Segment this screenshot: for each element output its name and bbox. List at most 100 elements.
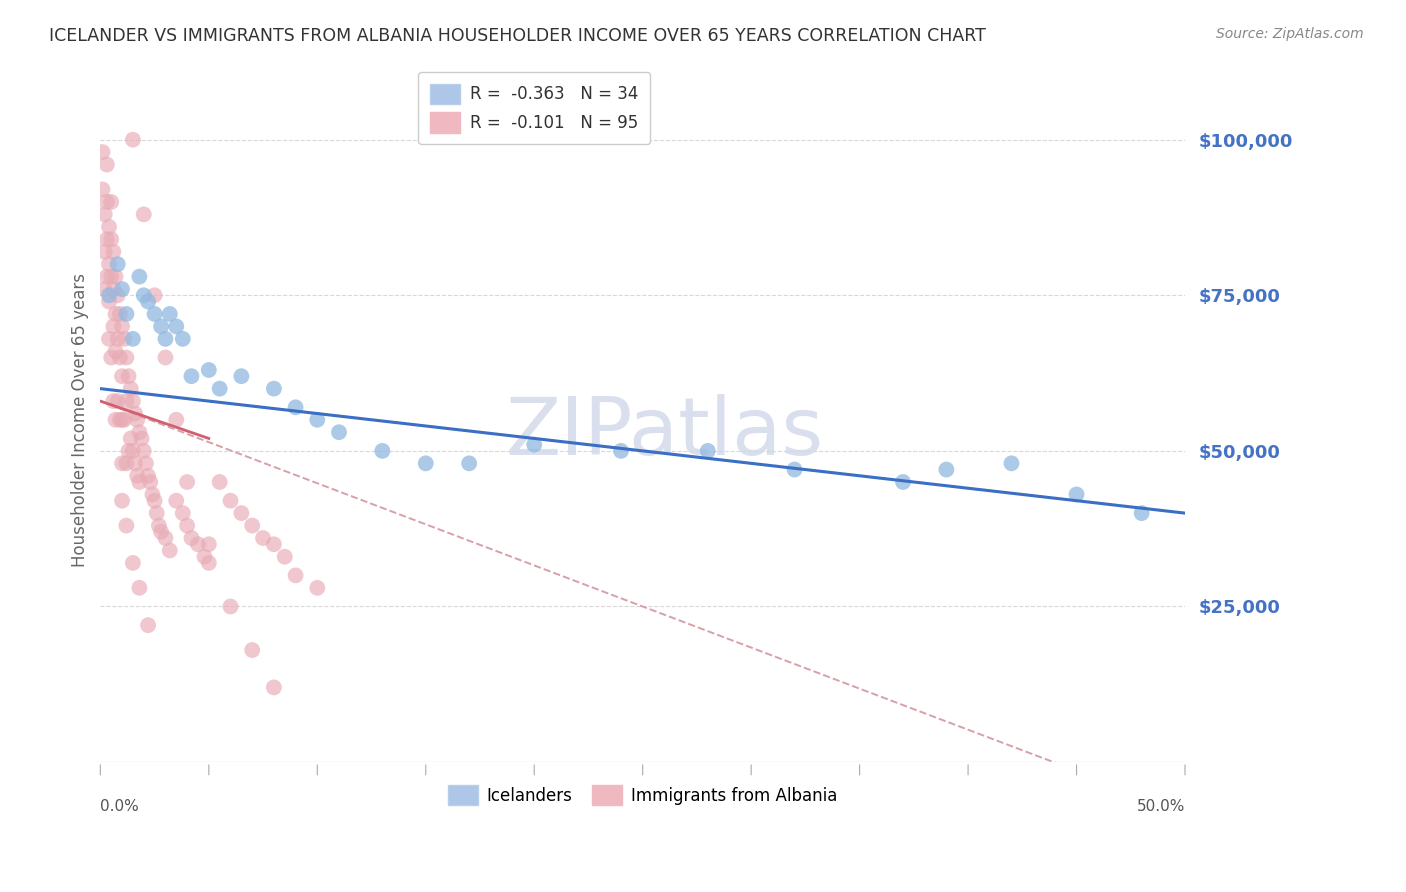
Point: [172, 332, 194, 346]
Point: [122, 394, 145, 409]
Point: [231, 369, 253, 384]
Point: [150, 524, 173, 539]
Point: [131, 432, 153, 446]
Point: [98, 219, 121, 234]
Point: [155, 351, 177, 365]
Point: [100, 269, 122, 284]
Point: [136, 468, 159, 483]
Point: [176, 475, 198, 489]
Y-axis label: Householder Income Over 65 years: Householder Income Over 65 years: [72, 273, 89, 566]
Point: [96, 158, 118, 172]
Point: [128, 475, 150, 489]
Point: [284, 568, 307, 582]
Point: [93, 282, 115, 296]
Point: [103, 282, 125, 296]
Point: [120, 432, 142, 446]
Point: [115, 518, 138, 533]
Point: [96, 232, 118, 246]
Point: [122, 556, 145, 570]
Point: [103, 394, 125, 409]
Point: [263, 537, 285, 551]
Point: [415, 456, 437, 470]
Point: [132, 288, 155, 302]
Point: [328, 425, 350, 440]
Point: [143, 288, 166, 302]
Point: [108, 351, 131, 365]
Point: [155, 531, 177, 545]
Point: [307, 581, 329, 595]
Point: [112, 332, 135, 346]
Point: [159, 307, 181, 321]
Point: [187, 537, 209, 551]
Point: [124, 456, 146, 470]
Point: [115, 394, 138, 409]
Point: [96, 194, 118, 209]
Point: [198, 537, 221, 551]
Point: [145, 506, 167, 520]
Point: [159, 543, 181, 558]
Point: [107, 394, 129, 409]
Point: [128, 425, 150, 440]
Point: [117, 443, 139, 458]
Point: [148, 518, 170, 533]
Point: [91, 182, 114, 196]
Point: [208, 475, 231, 489]
Point: [115, 456, 138, 470]
Point: [135, 456, 157, 470]
Point: [120, 382, 142, 396]
Point: [98, 257, 121, 271]
Point: [141, 487, 163, 501]
Point: [112, 413, 135, 427]
Point: [208, 382, 231, 396]
Point: [100, 351, 122, 365]
Point: [307, 413, 329, 427]
Point: [111, 493, 134, 508]
Point: [198, 556, 221, 570]
Point: [111, 319, 134, 334]
Point: [263, 681, 285, 695]
Point: [193, 549, 215, 564]
Point: [1066, 487, 1088, 501]
Point: [523, 438, 546, 452]
Point: [1130, 506, 1153, 520]
Point: [935, 462, 957, 476]
Point: [104, 269, 127, 284]
Point: [96, 269, 118, 284]
Text: 0.0%: 0.0%: [100, 799, 139, 814]
Point: [107, 257, 129, 271]
Point: [136, 618, 159, 632]
Point: [93, 207, 115, 221]
Point: [165, 493, 187, 508]
Point: [155, 332, 177, 346]
Point: [115, 351, 138, 365]
Point: [165, 413, 187, 427]
Point: [127, 468, 149, 483]
Text: Source: ZipAtlas.com: Source: ZipAtlas.com: [1216, 27, 1364, 41]
Point: [115, 307, 138, 321]
Point: [122, 133, 145, 147]
Text: 50.0%: 50.0%: [1136, 799, 1185, 814]
Point: [143, 307, 166, 321]
Point: [198, 363, 221, 377]
Text: ICELANDER VS IMMIGRANTS FROM ALBANIA HOUSEHOLDER INCOME OVER 65 YEARS CORRELATIO: ICELANDER VS IMMIGRANTS FROM ALBANIA HOU…: [49, 27, 986, 45]
Point: [107, 332, 129, 346]
Point: [107, 288, 129, 302]
Point: [103, 319, 125, 334]
Point: [124, 407, 146, 421]
Point: [458, 456, 481, 470]
Point: [136, 294, 159, 309]
Point: [180, 531, 202, 545]
Point: [284, 401, 307, 415]
Point: [1000, 456, 1022, 470]
Point: [610, 443, 633, 458]
Point: [117, 369, 139, 384]
Point: [93, 244, 115, 259]
Point: [111, 413, 134, 427]
Point: [100, 194, 122, 209]
Point: [122, 332, 145, 346]
Point: [252, 531, 274, 545]
Point: [240, 518, 263, 533]
Point: [108, 413, 131, 427]
Point: [122, 443, 145, 458]
Point: [111, 369, 134, 384]
